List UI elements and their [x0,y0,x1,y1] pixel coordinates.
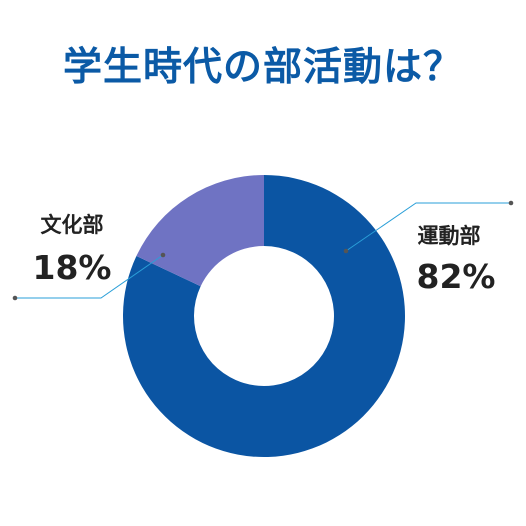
donut-slice-sports [122,175,406,457]
slice-labels: 運動部 82% 文化部 18% [33,213,496,296]
leader-lines [12,200,514,301]
leader-line-culture [15,254,164,299]
label-category-culture: 文化部 [41,213,104,237]
leader-line-culture-end-dot [12,295,18,301]
leader-line-sports-start-dot [343,248,349,254]
label-category-sports: 運動部 [418,224,481,248]
leader-line-sports-end-dot [508,200,514,206]
label-value-culture: 18% [33,248,112,287]
leader-line-sports [345,202,511,252]
chart-title: 学生時代の部活動は？ [62,45,463,90]
donut-slice-culture [136,175,264,287]
leader-line-culture-start-dot [160,252,166,258]
donut-slices [122,175,406,457]
label-value-sports: 82% [417,257,496,296]
